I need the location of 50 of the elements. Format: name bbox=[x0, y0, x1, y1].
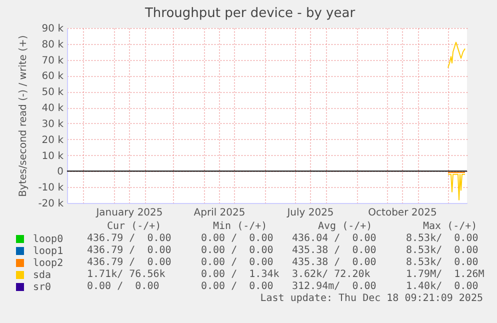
text: 0.00 / 1.34k bbox=[201, 269, 280, 281]
chart-title: Throughput per device - by year bbox=[144, 6, 356, 21]
text: 3.62k/ 72.20k bbox=[292, 269, 370, 281]
text: Min (-/+) bbox=[213, 221, 268, 233]
legend-label: loop1 bbox=[33, 246, 64, 257]
text: 435.38 / 0.00 bbox=[292, 257, 376, 269]
x-tick-label: July 2025 bbox=[286, 208, 334, 218]
text: 436.04 / 0.00 bbox=[292, 233, 376, 245]
text: 0.00 / 0.00 bbox=[201, 233, 274, 245]
text: 436.79 / 0.00 bbox=[87, 257, 172, 269]
text: 8.53k/ 0.00 bbox=[406, 257, 478, 269]
x-tick-label: October 2025 bbox=[368, 208, 437, 218]
y-tick-label: 90 k bbox=[42, 24, 64, 34]
text: 1.79M/ 1.26M bbox=[406, 269, 484, 281]
text: 312.94m/ 0.00 bbox=[292, 281, 376, 293]
y-tick-label: 30 k bbox=[42, 118, 64, 130]
y-tick-label: 50 k bbox=[42, 87, 64, 98]
line-series bbox=[448, 174, 466, 200]
line-series bbox=[448, 42, 466, 68]
text: 435.38 / 0.00 bbox=[292, 245, 376, 257]
text: 0.00 / 0.00 bbox=[201, 245, 274, 257]
text: 1.71k/ 76.56k bbox=[87, 269, 166, 281]
text: 1.40k/ 0.00 bbox=[406, 281, 478, 293]
y-tick-label: 0 bbox=[57, 166, 64, 178]
text: 436.79 / 0.00 bbox=[87, 245, 172, 257]
legend-label: sda bbox=[33, 270, 52, 281]
text: Cur (-/+) bbox=[107, 221, 162, 233]
y-tick-label: 10 k bbox=[42, 150, 64, 162]
legend-label: loop0 bbox=[33, 234, 64, 245]
y-tick-label: 70 k bbox=[42, 55, 64, 66]
text: Last update: Thu Dec 18 09:21:09 2025 bbox=[260, 293, 483, 305]
text: 0.00 / 0.00 bbox=[201, 281, 274, 293]
text: 0.00 / 0.00 bbox=[201, 257, 274, 269]
x-tick-label: April 2025 bbox=[194, 208, 246, 218]
y-tick-label: 60 k bbox=[42, 71, 64, 82]
y-tick-label: -20 k bbox=[38, 198, 64, 210]
y-tick-label: 20 k bbox=[42, 134, 64, 146]
y-tick-label: -10 k bbox=[38, 182, 64, 194]
x-tick-label: January 2025 bbox=[95, 208, 163, 218]
y-tick-label: 40 k bbox=[42, 103, 64, 114]
legend-label: loop2 bbox=[33, 258, 64, 269]
text: Max (-/+) bbox=[423, 221, 478, 233]
text: 8.53k/ 0.00 bbox=[406, 233, 478, 245]
text: 0.00 / 0.00 bbox=[87, 281, 160, 293]
text: Avg (-/+) bbox=[318, 221, 372, 233]
y-tick-label: 80 k bbox=[42, 39, 64, 50]
text: 8.53k/ 0.00 bbox=[406, 245, 478, 257]
legend-label: sr0 bbox=[33, 282, 52, 293]
y-axis-title: Bytes/second read (-) / write (+) bbox=[18, 35, 30, 197]
text: 436.79 / 0.00 bbox=[87, 233, 172, 245]
